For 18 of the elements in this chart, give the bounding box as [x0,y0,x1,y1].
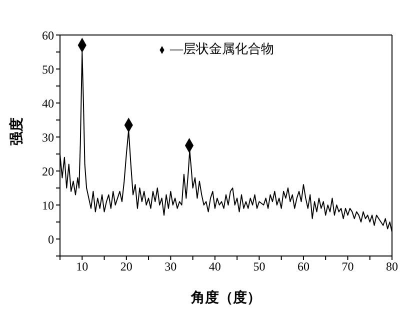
legend-label: —层状金属化合物 [170,41,274,56]
y-tick-label: 30 [42,130,54,144]
y-tick-label: 20 [42,164,54,178]
y-tick-label: 50 [42,62,54,76]
y-axis-title: 强度 [8,118,25,146]
x-tick-label: 60 [297,260,310,274]
y-tick-label: 60 [42,28,54,42]
x-tick-label: 40 [208,260,221,274]
y-tick-label: 10 [42,198,54,212]
x-axis-title: 角度（度） [190,289,261,306]
y-tick-label: 40 [42,96,54,110]
x-tick-label: 70 [342,260,354,274]
x-tick-label: 20 [120,260,132,274]
x-tick-label: 80 [386,260,398,274]
x-tick-label: 30 [164,260,177,274]
x-tick-label: 50 [253,260,266,274]
y-tick-label: 0 [48,232,54,246]
x-tick-label: 10 [76,260,88,274]
